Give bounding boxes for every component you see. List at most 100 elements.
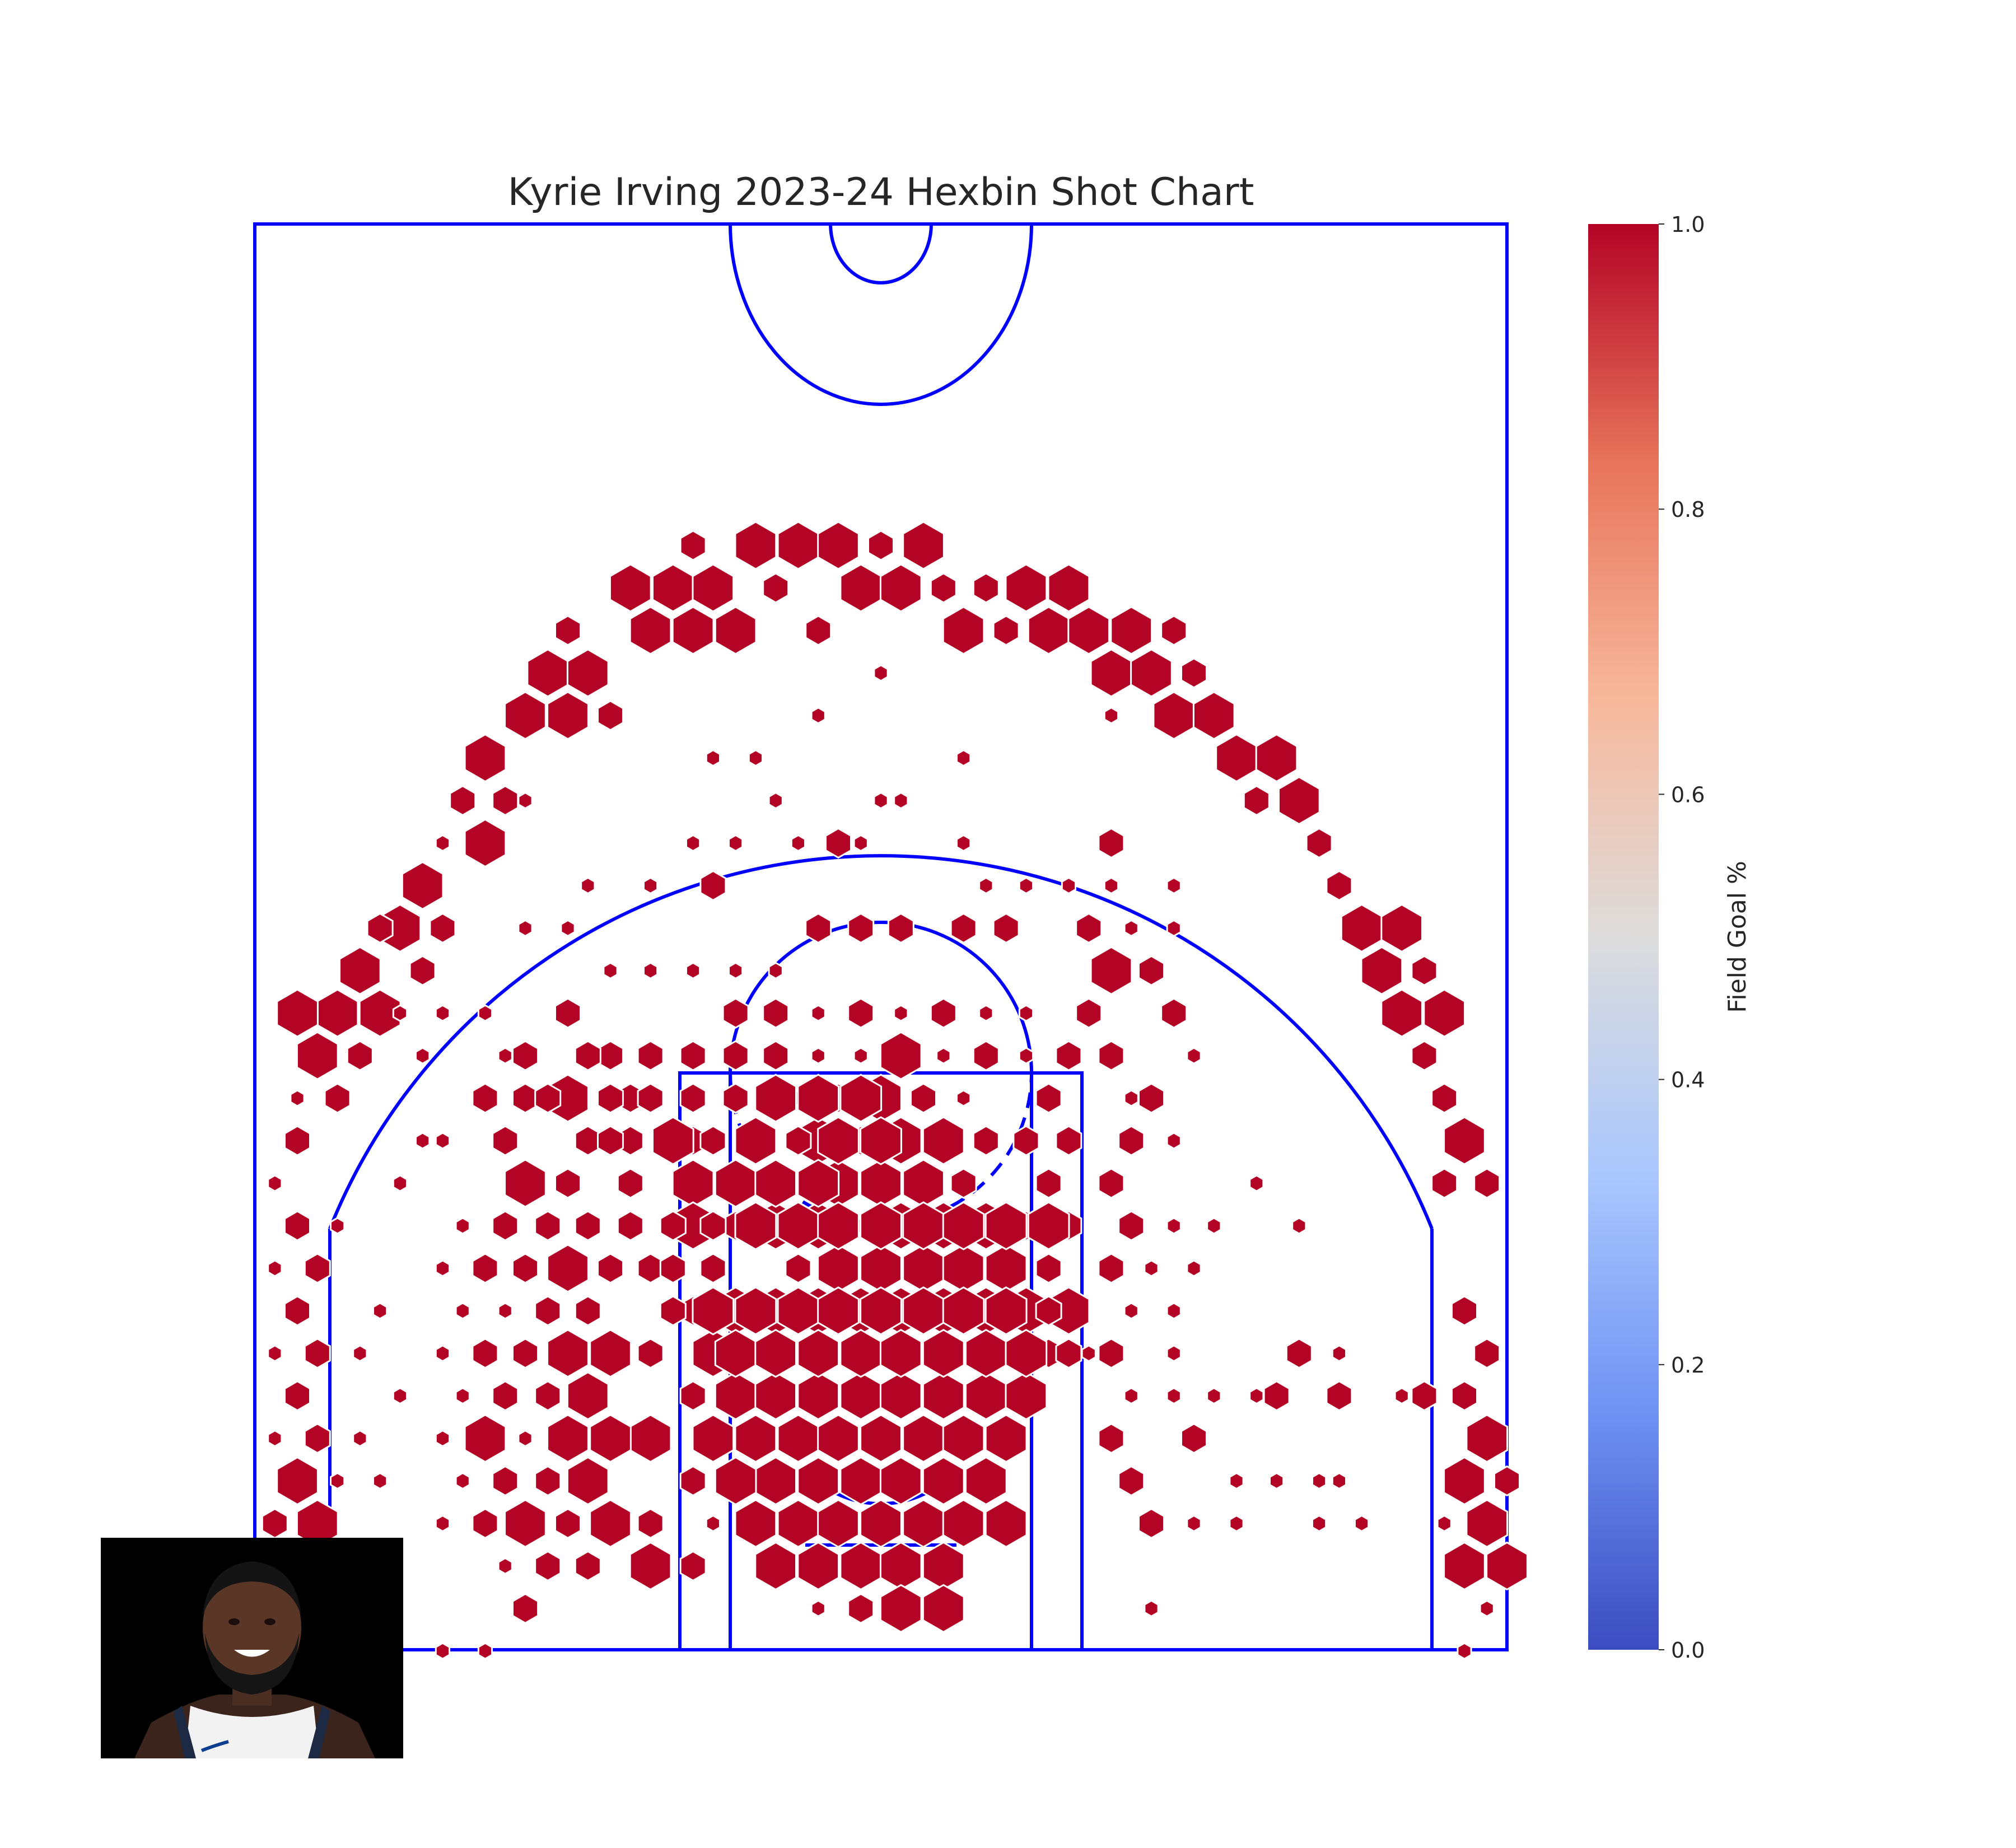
hexbin-cell bbox=[415, 1132, 431, 1150]
hexbin-cell bbox=[679, 1380, 707, 1412]
hexbin-cell bbox=[455, 1217, 470, 1235]
hexbin-cell bbox=[1443, 1456, 1486, 1506]
hexbin-cell bbox=[1035, 1295, 1062, 1327]
hexbin-cell bbox=[860, 1244, 902, 1293]
hexbin-cell bbox=[504, 690, 547, 740]
hexbin-cell bbox=[560, 919, 576, 937]
hexbin-cell bbox=[734, 1116, 777, 1165]
hexbin-cell bbox=[867, 530, 894, 561]
hexbin-cell bbox=[435, 1344, 450, 1362]
hexbin-cell bbox=[512, 1082, 539, 1114]
hexbin-cell bbox=[652, 563, 694, 613]
hexbin-cell bbox=[1138, 1082, 1165, 1114]
hexbin-cell bbox=[659, 1253, 687, 1284]
hexbin-cell bbox=[589, 1499, 632, 1548]
hexbin-cell bbox=[1166, 1344, 1182, 1362]
hexbin-cell bbox=[435, 1132, 450, 1150]
hexbin-cell bbox=[1451, 1380, 1478, 1412]
hexbin-cell bbox=[777, 521, 820, 570]
hexbin-cell bbox=[1166, 919, 1182, 937]
hexbin-cell bbox=[339, 946, 381, 996]
hexbin-cell bbox=[679, 1550, 707, 1582]
hexbin-cell bbox=[435, 1514, 450, 1533]
hexbin-cell bbox=[566, 1456, 609, 1506]
hexbin-cell bbox=[492, 785, 519, 816]
hexbin-cell bbox=[902, 1159, 945, 1208]
hexbin-cell bbox=[978, 876, 994, 895]
colorbar-tick-label: 0.8 bbox=[1671, 497, 1705, 522]
hexbin-cell bbox=[324, 1082, 351, 1114]
hexbin-cell bbox=[547, 1244, 589, 1293]
hexbin-cell bbox=[1067, 606, 1110, 655]
hexbin-cell bbox=[554, 1168, 581, 1199]
hexbin-cell bbox=[1005, 1328, 1048, 1378]
hexbin-cell bbox=[1130, 648, 1173, 698]
player-photo bbox=[101, 1538, 403, 1758]
hexbin-cell bbox=[472, 1508, 499, 1539]
hexbin-cell bbox=[887, 912, 914, 944]
hexbin-cell bbox=[435, 1004, 450, 1022]
hexbin-cell bbox=[810, 1047, 826, 1065]
hexbin-cell bbox=[1457, 1642, 1472, 1660]
hexbin-cell bbox=[722, 1040, 749, 1071]
hexbin-cell bbox=[777, 1413, 820, 1463]
hexbin-cell bbox=[860, 1159, 902, 1208]
hexbin-cell bbox=[1436, 1514, 1452, 1533]
hexbin-cell bbox=[1466, 1413, 1509, 1463]
hexbin-cell bbox=[1098, 1168, 1125, 1199]
hexbin-cell bbox=[609, 563, 652, 613]
hexbin-cell bbox=[1443, 1116, 1486, 1165]
hexbin-cell bbox=[534, 1295, 562, 1327]
hexbin-layer bbox=[261, 521, 1528, 1660]
hexbin-cell bbox=[797, 1541, 840, 1591]
hexbin-cell bbox=[1443, 1541, 1486, 1591]
hexbin-cell bbox=[492, 1210, 519, 1242]
hexbin-cell bbox=[1423, 988, 1466, 1038]
hexbin-cell bbox=[1229, 1472, 1244, 1490]
hexbin-cell bbox=[554, 615, 581, 646]
hexbin-cell bbox=[304, 1253, 331, 1284]
hexbin-cell bbox=[1123, 1302, 1139, 1320]
hexbin-cell bbox=[1035, 1168, 1062, 1199]
hexbin-cell bbox=[1098, 1253, 1125, 1284]
hexbin-cell bbox=[754, 1456, 797, 1506]
hexbin-cell bbox=[930, 572, 957, 604]
hexbin-cell bbox=[603, 962, 618, 980]
hexbin-cell bbox=[392, 1387, 408, 1405]
hexbin-cell bbox=[352, 1429, 368, 1448]
hexbin-cell bbox=[284, 1210, 311, 1242]
hexbin-cell bbox=[1394, 1387, 1410, 1405]
hexbin-cell bbox=[1466, 1499, 1509, 1548]
hexbin-cell bbox=[497, 1047, 513, 1065]
hexbin-cell bbox=[817, 521, 860, 570]
hexbin-cell bbox=[477, 1642, 493, 1660]
hexbin-cell bbox=[276, 988, 319, 1038]
hexbin-cell bbox=[902, 1499, 945, 1548]
hexbin-cell bbox=[597, 1082, 624, 1114]
hexbin-cell bbox=[942, 1244, 985, 1293]
hexbin-cell bbox=[1166, 1217, 1182, 1235]
free-throw-circle-top bbox=[729, 921, 1033, 1074]
hexbin-cell bbox=[839, 563, 883, 613]
hexbin-cell bbox=[972, 1040, 1000, 1071]
hexbin-cell bbox=[1291, 1217, 1307, 1235]
hexbin-cell bbox=[574, 1040, 601, 1071]
hexbin-cell bbox=[464, 818, 507, 868]
hexbin-cell bbox=[1486, 1541, 1528, 1591]
hexbin-cell bbox=[1180, 657, 1207, 689]
hexbin-cell bbox=[512, 1337, 539, 1369]
hexbin-cell bbox=[1047, 563, 1090, 613]
hexbin-cell bbox=[768, 962, 783, 980]
hexbin-cell bbox=[472, 1337, 499, 1369]
hexbin-cell bbox=[942, 1499, 985, 1548]
hexbin-cell bbox=[1166, 1302, 1182, 1320]
hexbin-cell bbox=[429, 912, 456, 944]
hexbin-cell bbox=[617, 1210, 644, 1242]
hexbin-cell bbox=[1055, 1040, 1082, 1071]
hexbin-cell bbox=[1360, 946, 1403, 996]
hexbin-cell bbox=[797, 1074, 840, 1123]
hexbin-cell bbox=[734, 1286, 777, 1336]
hexbin-cell bbox=[629, 1541, 672, 1591]
hexbin-cell bbox=[847, 912, 875, 944]
